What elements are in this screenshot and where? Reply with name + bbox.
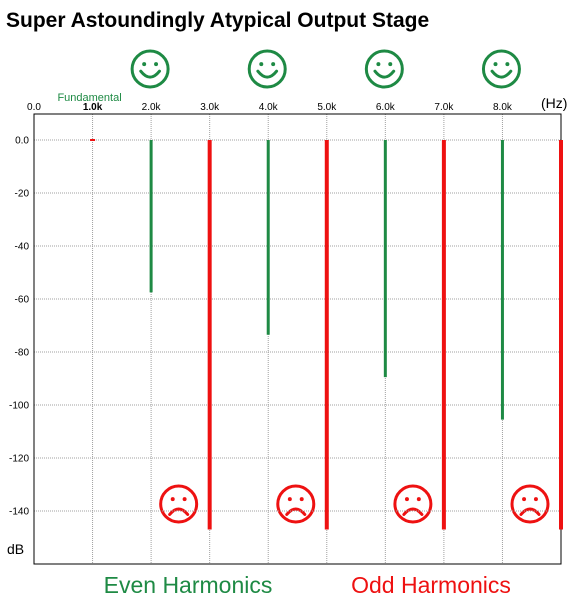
x-tick-label: 7.0k [434,102,454,113]
y-tick-label: 0.0 [15,136,29,147]
x-axis-ticks: 0.0 1.0k 2.0k 3.0k 4.0k 5.0k 6.0k 7.0k 8.0k [27,102,513,113]
smiley-face-icon-mouth [256,69,279,79]
smiley-face-icon [481,49,521,89]
smiley-face-icon-left-eye [376,62,381,67]
frowning-face-icon-left-eye [404,497,409,502]
smiley-face-icon-outline [364,49,404,89]
frowning-face-icon-outline [276,484,316,524]
smiley-face-icon-outline [247,49,287,89]
chart-title: Super Astoundingly Atypical Output Stage [6,9,429,32]
smiley-face-icon-left-eye [142,62,147,67]
fundamental-label: Fundamental [57,92,121,104]
smiley-face-icon-outline [481,49,521,89]
x-tick-label: 1.0k [83,102,103,113]
frowning-face-icon-outline [393,484,433,524]
smiley-face-icon-outline [130,49,170,89]
frowning-face-icon [510,484,550,524]
x-tick-label: 8.0k [493,102,513,113]
x-axis-unit: (Hz) [541,95,567,111]
odd-harmonics-label: Odd Harmonics [351,572,511,598]
x-tick-label: 0.0 [27,102,41,113]
x-tick-label: 5.0k [317,102,337,113]
face-icons [130,49,550,524]
x-tick-label: 2.0k [142,102,162,113]
y-tick-label: -80 [15,348,30,359]
smiley-face-icon-right-eye [388,62,393,67]
frowning-face-icon-right-eye [182,497,187,502]
smiley-face-icon-left-eye [493,62,498,67]
x-tick-label: 4.0k [259,102,279,113]
y-tick-label: -20 [15,189,30,200]
smiley-face-icon [364,49,404,89]
frowning-face-icon-right-eye [299,497,304,502]
even-harmonics-label: Even Harmonics [104,572,273,598]
frowning-face-icon [276,484,316,524]
smiley-face-icon-right-eye [271,62,276,67]
y-tick-label: -40 [15,242,30,253]
y-tick-label: -120 [9,454,29,465]
y-axis-unit: dB [7,541,24,557]
frowning-face-icon-left-eye [287,497,292,502]
frowning-face-icon [393,484,433,524]
smiley-face-icon-mouth [373,69,396,79]
harmonic-categories: Even Harmonics Odd Harmonics [104,572,511,598]
frowning-face-icon [159,484,199,524]
x-tick-label: 6.0k [376,102,396,113]
frowning-face-icon-mouth [519,507,541,516]
frowning-face-icon-mouth [402,507,424,516]
harmonic-bars [90,139,563,530]
y-axis-ticks: 0.0 -20 -40 -60 -80 -100 -120 -140 [9,136,29,518]
y-tick-label: -140 [9,507,29,518]
frowning-face-icon-mouth [285,507,307,516]
frowning-face-icon-mouth [168,507,190,516]
plot-area [33,113,562,565]
y-tick-label: -60 [15,295,30,306]
frowning-face-icon-outline [159,484,199,524]
smiley-face-icon-mouth [490,69,513,79]
frowning-face-icon-right-eye [533,497,538,502]
smiley-face-icon-mouth [139,69,161,79]
frowning-face-icon-left-eye [170,497,175,502]
y-tick-label: -100 [9,401,29,412]
frowning-face-icon-left-eye [522,497,527,502]
smiley-face-icon [247,49,287,89]
grid [34,114,561,564]
frowning-face-icon-outline [510,484,550,524]
smiley-face-icon-right-eye [154,62,159,67]
smiley-face-icon-right-eye [505,62,510,67]
frowning-face-icon-right-eye [416,497,421,502]
smiley-face-icon-left-eye [259,62,264,67]
smiley-face-icon [130,49,170,89]
x-tick-label: 3.0k [200,102,220,113]
